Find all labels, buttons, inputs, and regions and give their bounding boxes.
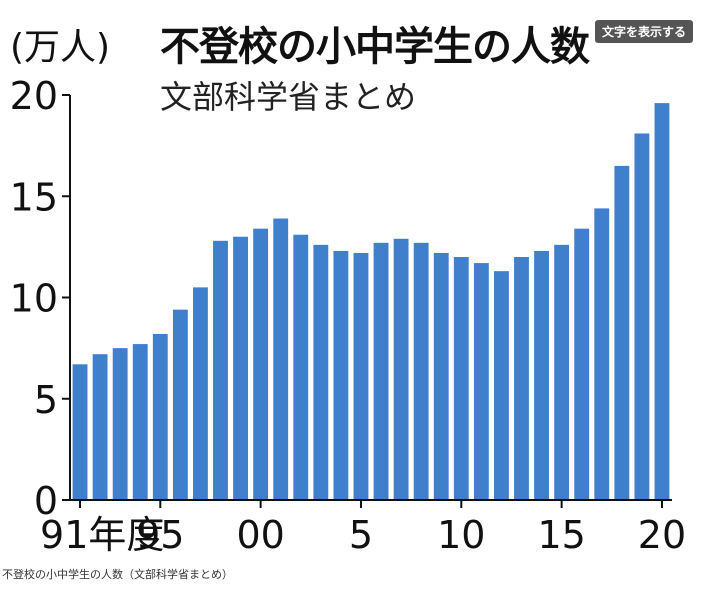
bar-2020: [654, 103, 670, 500]
bar-2001: [273, 218, 289, 500]
bar-2000: [253, 228, 269, 500]
bar-2014: [534, 250, 549, 500]
bar-1994: [132, 344, 148, 500]
bar-2012: [494, 271, 509, 500]
chart-subtitle: 文部科学省まとめ: [160, 78, 417, 116]
bar-1998: [213, 240, 228, 501]
bar-1995: [152, 333, 168, 500]
bar-2017: [594, 208, 610, 500]
bar-2016: [574, 228, 590, 500]
x-tick-label-95: 95: [136, 513, 184, 557]
bar-2015: [554, 244, 570, 500]
x-tick-label-00: 00: [236, 513, 284, 557]
bar-2011: [473, 263, 489, 500]
bar-2010: [453, 257, 469, 500]
bar-1999: [233, 236, 248, 500]
y-tick-label-0: 0: [34, 479, 58, 523]
bar-1991: [72, 364, 88, 500]
image-caption: 不登校の小中学生の人数（文部科学省まとめ）: [2, 568, 233, 581]
bar-1993: [112, 348, 128, 500]
bar-1997: [193, 287, 208, 500]
bar-2006: [373, 242, 389, 500]
x-tick-label-20: 20: [638, 513, 686, 557]
bar-1996: [172, 309, 188, 500]
bar-2018: [614, 165, 630, 500]
bar-2009: [433, 252, 449, 500]
y-tick-label-5: 5: [34, 378, 58, 422]
bar-2002: [293, 234, 309, 500]
chart-title: 不登校の小中学生の人数: [160, 24, 590, 70]
x-tick-label-91年度: 91年度: [40, 513, 164, 557]
bar-2003: [313, 244, 329, 500]
x-tick-label-5: 5: [349, 513, 373, 557]
bar-2013: [514, 257, 529, 500]
show-text-button[interactable]: 文字を表示する: [594, 20, 693, 43]
y-axis-unit-label: (万人): [10, 27, 111, 68]
bar-2019: [634, 133, 650, 500]
x-tick-label-10: 10: [437, 513, 485, 557]
y-tick-label-20: 20: [10, 74, 58, 118]
y-tick-label-15: 15: [10, 175, 58, 219]
bar-1992: [92, 354, 108, 500]
bar-2007: [393, 238, 409, 500]
y-tick-label-10: 10: [10, 277, 58, 321]
bar-2005: [353, 252, 369, 500]
bar-2004: [333, 250, 349, 500]
x-tick-label-15: 15: [537, 513, 585, 557]
bar-2008: [413, 242, 429, 500]
